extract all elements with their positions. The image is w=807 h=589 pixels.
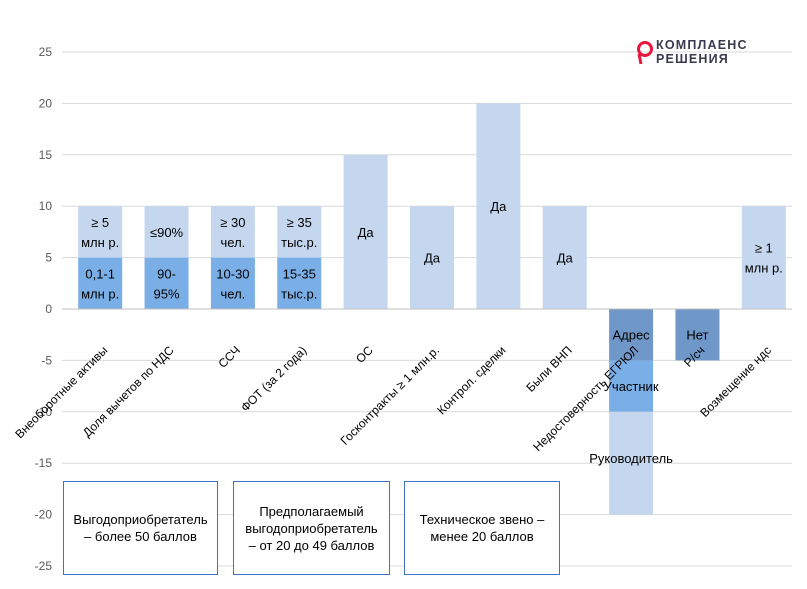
logo-mark-icon [637,41,653,65]
legend-box-beneficiary: Выгодоприобретатель – более 50 баллов [63,481,218,575]
data-label: ≥ 35 [287,215,312,230]
bar [609,360,654,412]
bar [343,154,388,309]
data-label: Адрес [612,328,650,343]
category-label: Госконтракты ≥ 1 млн.р. [338,343,443,448]
legend-text-technical-link: Техническое звено – менее 20 баллов [419,512,545,544]
bar [476,103,521,310]
data-label: Участник [604,379,659,394]
data-label: тыс.р. [281,235,317,250]
y-tick-label: 10 [39,199,53,213]
y-tick-label: 15 [39,148,53,162]
data-label: ≥ 5 [91,215,109,230]
y-tick-label: -25 [35,559,53,573]
data-label: 0,1-1 [85,266,115,281]
data-label: тыс.р. [281,286,317,301]
data-label: Да [358,225,375,240]
y-tick-label: -10 [35,405,53,419]
data-label: ≥ 30 [220,215,245,230]
bar [78,206,123,258]
legend-text-presumed-beneficiary: Предполагаемый выгодоприобретатель – от … [245,503,378,553]
y-tick-label: -5 [41,353,52,367]
category-label: Контрол. сделки [434,343,508,417]
bar [542,206,587,309]
data-label: Руководитель [589,451,673,466]
bar [277,257,322,309]
data-label: Да [490,199,507,214]
company-logo: КОМПЛАЕНС РЕШЕНИЯ [636,38,771,68]
y-tick-label: 20 [39,96,53,110]
data-label: 15-35 [283,266,316,281]
bar [675,309,720,361]
bar [144,257,189,309]
legend-box-presumed-beneficiary: Предполагаемый выгодоприобретатель – от … [233,481,390,575]
bar [78,257,123,309]
data-label: млн р. [81,235,119,250]
legend-text-beneficiary: Выгодоприобретатель – более 50 баллов [73,512,208,544]
legend-box-technical-link: Техническое звено – менее 20 баллов [404,481,560,575]
bar [609,309,654,361]
category-label: ФОТ (за 2 года) [238,343,309,414]
data-label: 95% [154,286,180,301]
data-label: млн р. [745,261,783,276]
y-tick-label: -15 [35,456,53,470]
y-tick-label: 25 [39,45,53,59]
data-label: Нет [686,328,708,343]
y-tick-label: 0 [45,302,52,316]
category-label: ОС [353,343,376,366]
bar [210,257,255,309]
data-label: Да [424,251,441,266]
category-label: ССЧ [215,343,243,371]
bar [277,206,322,258]
bar [741,206,786,309]
data-label: 10-30 [216,266,249,281]
data-label: ≥ 1 [755,241,773,256]
data-label: чел. [221,286,246,301]
bar [144,206,189,258]
data-label: Да [557,251,574,266]
logo-text-line2: РЕШЕНИЯ [656,52,729,66]
data-label: млн р. [81,286,119,301]
category-label: Были ВНП [523,343,575,395]
y-tick-label: -20 [35,508,53,522]
y-tick-label: 5 [45,251,52,265]
data-label: чел. [221,235,246,250]
bar [210,206,255,258]
logo-text-line1: КОМПЛАЕНС [656,38,748,52]
data-label: ≤90% [150,225,184,240]
data-label: 90- [157,266,176,281]
bar [609,411,654,515]
bar [410,206,454,309]
